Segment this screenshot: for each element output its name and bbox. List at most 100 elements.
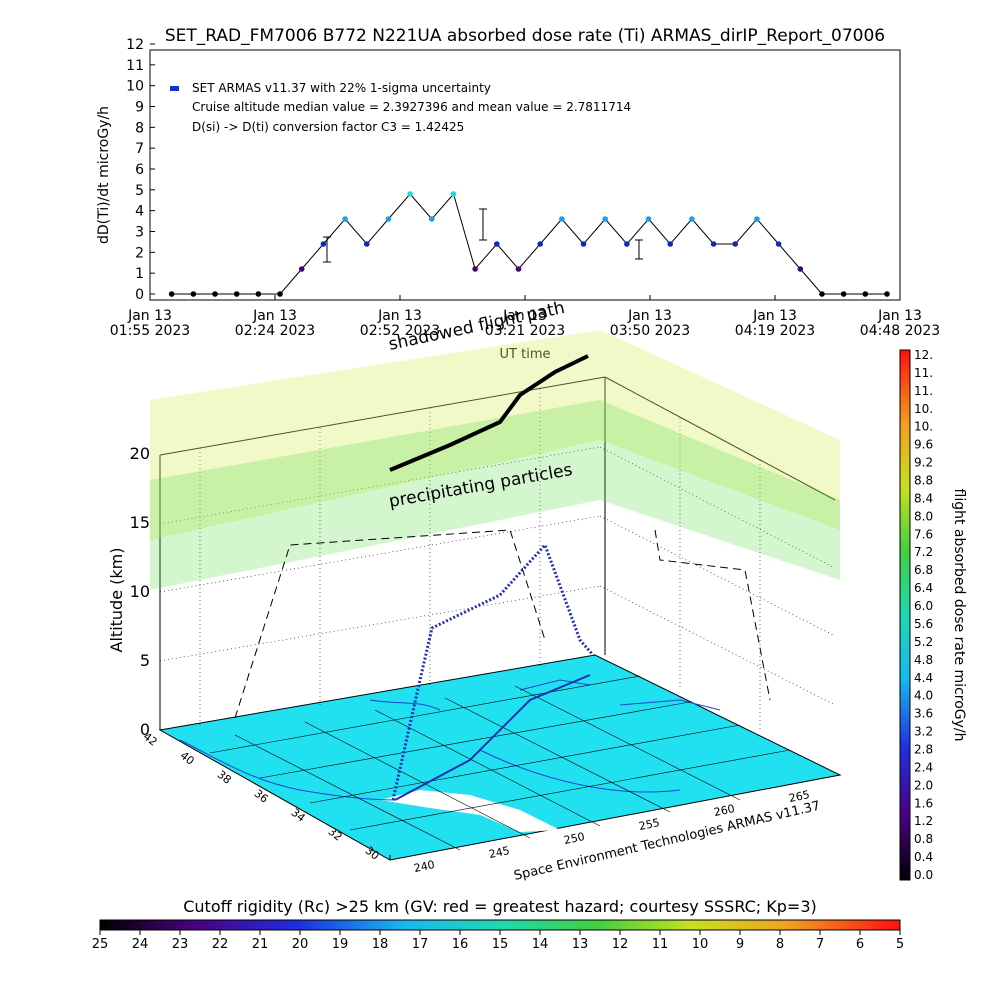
dose-point — [819, 291, 825, 297]
y-tick-label: 12 — [126, 37, 144, 53]
map-floor — [158, 654, 842, 861]
y-tick-label: 8 — [135, 120, 144, 136]
dose-point — [450, 191, 457, 197]
x-axis-label: UT time — [500, 347, 551, 362]
right-colorbar-tick-label: 12. — [914, 348, 933, 362]
dose-rate-plot: SET_RAD_FM7006 B772 N221UA absorbed dose… — [96, 26, 940, 362]
bottom-colorbar-tick-label: 14 — [532, 937, 549, 952]
right-colorbar-tick-label: 8.8 — [914, 474, 933, 488]
bottom-colorbar-tick-label: 20 — [292, 937, 309, 952]
dose-point — [797, 266, 804, 272]
legend-marker — [170, 86, 179, 91]
bottom-colorbar-tick-label: 12 — [612, 937, 629, 952]
dose-point — [298, 266, 305, 272]
x-tick-label-date: Jan 13 — [627, 308, 672, 324]
bottom-colorbar-tick-label: 23 — [172, 937, 189, 952]
bottom-colorbar-tick-label: 17 — [412, 937, 429, 952]
flight-path-3d — [391, 542, 595, 801]
dose-point — [775, 241, 782, 247]
lon-tick-label: 250 — [563, 830, 586, 847]
right-colorbar-tick-label: 0.0 — [914, 868, 933, 882]
right-colorbar-tick-label: 8.0 — [914, 509, 933, 523]
y-tick-label: 5 — [135, 183, 144, 199]
bottom-colorbar-tick-label: 9 — [736, 937, 744, 952]
dose-point — [840, 291, 847, 297]
dose-point — [320, 241, 327, 247]
right-colorbar-tick-label: 9.2 — [914, 456, 933, 470]
bottom-colorbar-tick-label: 10 — [692, 937, 709, 952]
bottom-colorbar-tick-label: 6 — [856, 937, 864, 952]
x-tick-label-time: 04:48 2023 — [860, 323, 940, 339]
x-tick-label-time: 01:55 2023 — [110, 323, 190, 339]
dose-series-points — [168, 191, 890, 297]
bottom-colorbar-tick-label: 21 — [252, 937, 269, 952]
lat-tick-label: 38 — [215, 768, 234, 787]
dose-point — [277, 291, 283, 297]
legend-entry: SET ARMAS v11.37 with 22% 1-sigma uncert… — [192, 81, 491, 95]
x-tick-label-time: 04:19 2023 — [735, 323, 815, 339]
shadow-path-line — [234, 529, 546, 719]
right-colorbar: 12. 11. 11. 10. 10. 9.6 9.2 8.8 8.4 8.0 7.6 7.2 6.8 6… — [899, 348, 967, 882]
x-tick-label-date: Jan 13 — [502, 308, 547, 324]
dose-point — [407, 191, 413, 197]
annotation-conversion-factor: D(si) -> D(ti) conversion factor C3 = 1.… — [192, 120, 464, 134]
bottom-colorbar-ticks: 25 24 23 22 21 20 19 18 17 16 15 14 13 12 11 10 9 8 7 6 5 — [92, 930, 904, 952]
bottom-colorbar-tick-label: 16 — [452, 937, 469, 952]
lon-tick-label: 240 — [413, 858, 436, 875]
dose-point — [862, 291, 869, 297]
dose-point — [754, 216, 760, 222]
bottom-colorbar-label: Cutoff rigidity (Rc) >25 km (GV: red = g… — [183, 897, 817, 916]
right-colorbar-tick-label: 5.2 — [914, 635, 933, 649]
right-colorbar-tick-label: 2.8 — [914, 742, 933, 756]
right-colorbar-tick-label: 6.4 — [914, 581, 933, 595]
right-colorbar-tick-label: 5.6 — [914, 617, 933, 631]
dose-point — [233, 291, 240, 297]
lat-tick-label: 40 — [178, 749, 197, 768]
dose-point — [494, 241, 500, 247]
y-tick-label: 0 — [135, 287, 144, 303]
z-axis-ticks: 0 5 10 15 20 — [130, 444, 150, 739]
precipitating-particles-field — [150, 330, 840, 540]
right-colorbar-label: flight absorbed dose rate microGy/h — [951, 489, 967, 742]
right-colorbar-tick-label: 2.4 — [914, 760, 933, 774]
y-tick-label: 6 — [135, 162, 144, 178]
right-colorbar-tick-label: 4.0 — [914, 689, 933, 703]
bottom-colorbar-tick-label: 5 — [896, 937, 904, 952]
y-tick-label: 11 — [126, 58, 144, 74]
right-colorbar-tick-label: 11. — [914, 366, 933, 380]
altitude-3d-plot: shadowed flight path precipitating parti… — [107, 298, 842, 884]
dose-point — [884, 291, 890, 297]
dose-point — [255, 291, 262, 297]
annotation-cruise-altitude: Cruise altitude median value = 2.3927396… — [192, 100, 631, 114]
bottom-colorbar-tick-label: 7 — [816, 937, 824, 952]
y-axis-label: dD(Ti)/dt microGy/h — [96, 106, 112, 244]
shadowed-flight-path — [389, 354, 589, 472]
x-tick-label-time: 02:24 2023 — [235, 323, 315, 339]
dose-point — [428, 216, 435, 222]
z-tick-label: 10 — [130, 582, 150, 601]
bottom-colorbar-tick-label: 8 — [776, 937, 784, 952]
dose-point — [732, 241, 739, 247]
right-colorbar-tick-label: 7.6 — [914, 527, 933, 541]
lon-tick-label: 255 — [638, 816, 661, 833]
bottom-colorbar-tick-label: 13 — [572, 937, 589, 952]
dose-point — [645, 216, 652, 222]
map-grid-lines — [209, 675, 791, 851]
bottom-colorbar-tick-label: 22 — [212, 937, 229, 952]
dose-point — [472, 266, 478, 272]
lon-tick-label: 265 — [788, 788, 811, 805]
bottom-colorbar-tick-label: 25 — [92, 937, 109, 952]
y-tick-label: 4 — [135, 204, 144, 220]
chart-title: SET_RAD_FM7006 B772 N221UA absorbed dose… — [165, 26, 885, 46]
flight-ground-track — [394, 674, 591, 801]
lon-tick-label: 260 — [713, 802, 736, 819]
right-colorbar-tick-label: 4.4 — [914, 671, 933, 685]
bottom-colorbar-gradient — [99, 919, 901, 931]
bottom-colorbar-tick-label: 15 — [492, 937, 509, 952]
dose-point — [385, 216, 392, 222]
right-colorbar-tick-label: 0.8 — [914, 832, 933, 846]
dose-point — [190, 291, 197, 297]
lon-axis-ticks: 240 245 250 255 260 265 — [413, 788, 811, 875]
right-colorbar-ticks: 12. 11. 11. 10. 10. 9.6 9.2 8.8 8.4 8.0 7.6 7.2 6.8 6… — [914, 348, 933, 882]
